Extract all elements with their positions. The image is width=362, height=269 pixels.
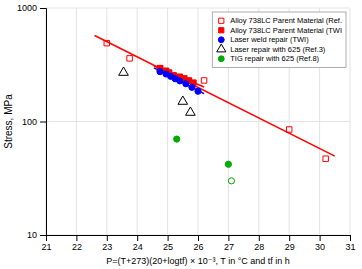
point — [323, 156, 328, 161]
y-axis-title: Stress, MPa — [3, 94, 14, 149]
legend-label: TIG repair with 625 (Ref.8) — [230, 54, 319, 63]
x-tick-label: 21 — [41, 242, 51, 252]
point — [195, 88, 201, 94]
point — [286, 127, 291, 132]
x-tick-label: 28 — [254, 242, 264, 252]
x-tick-label: 31 — [345, 242, 355, 252]
point — [225, 161, 231, 167]
x-tick-mark — [259, 235, 260, 241]
x-tick-label: 23 — [102, 242, 112, 252]
x-tick-label: 27 — [224, 242, 234, 252]
x-tick-label: 26 — [193, 242, 203, 252]
x-tick-mark — [289, 235, 290, 241]
y-axis: 10 100 1000 — [17, 3, 47, 240]
x-axis-line — [47, 236, 351, 242]
x-axis-title: P=(T+273)(20+logtf) × 10⁻³, T in °C and … — [106, 256, 290, 266]
x-tick: 27 — [224, 235, 234, 252]
trend-line — [154, 66, 204, 87]
legend-label: Alloy 738LC Parent Material (TWI — [230, 26, 342, 35]
x-tick-mark — [320, 235, 321, 241]
point — [174, 136, 180, 142]
x-tick: 21 — [41, 235, 51, 252]
x-tick-mark — [137, 235, 138, 241]
x-tick: 23 — [102, 235, 112, 252]
x-tick-mark — [168, 235, 169, 241]
legend-symbol — [219, 28, 224, 33]
point — [177, 78, 183, 84]
point — [178, 96, 188, 104]
y-tick-label: 1000 — [17, 3, 37, 13]
y-tick: 10 — [27, 230, 46, 240]
point — [189, 84, 195, 90]
legend-symbol — [218, 37, 224, 43]
x-tick: 24 — [133, 235, 143, 252]
legend-symbol — [219, 18, 224, 23]
point — [228, 178, 234, 184]
legend: Alloy 738LC Parent Material (Ref.Alloy 7… — [212, 12, 346, 68]
point — [127, 56, 132, 61]
y-axis-line — [40, 9, 47, 236]
grid-line-y — [46, 121, 350, 122]
x-axis: 21 22 23 24 25 26 27 28 29 30 31 — [41, 235, 355, 252]
x-tick: 28 — [254, 235, 264, 252]
legend-symbol — [218, 56, 224, 62]
chart: 21 22 23 24 25 26 27 28 29 30 31 10 100 1000 P=(T+273)… — [0, 0, 362, 269]
trend-line — [154, 68, 204, 94]
y-tick-label: 100 — [22, 117, 37, 127]
x-tick-mark — [228, 235, 229, 241]
y-tick-mark — [40, 8, 46, 9]
legend-label: Laser weld repair (TWI) — [230, 35, 309, 44]
legend-label: Laser repair with 625 (Ref.3) — [230, 45, 326, 54]
grid — [46, 8, 350, 235]
x-tick: 31 — [345, 235, 355, 252]
plot: 21 22 23 24 25 26 27 28 29 30 31 10 100 1000 P=(T+273)… — [3, 3, 356, 266]
x-tick-mark — [76, 235, 77, 241]
y-tick: 1000 — [17, 3, 46, 13]
x-tick-label: 22 — [72, 242, 82, 252]
point — [119, 67, 129, 75]
x-tick-mark — [107, 235, 108, 241]
point — [104, 40, 109, 45]
x-tick: 22 — [72, 235, 82, 252]
legend-symbol — [217, 44, 226, 52]
x-tick: 25 — [163, 235, 173, 252]
y-tick-mark — [40, 235, 46, 236]
x-tick: 26 — [193, 235, 203, 252]
x-tick-mark — [350, 235, 351, 241]
x-tick: 29 — [285, 235, 295, 252]
x-tick-label: 29 — [285, 242, 295, 252]
point — [201, 78, 206, 83]
y-tick-mark — [40, 122, 46, 123]
x-tick-label: 25 — [163, 242, 173, 252]
point — [183, 81, 189, 87]
y-tick-label: 10 — [27, 230, 37, 240]
x-tick-label: 30 — [315, 242, 325, 252]
grid-line-y — [46, 8, 350, 9]
x-tick-mark — [198, 235, 199, 241]
legend-box — [212, 12, 346, 68]
x-tick-label: 24 — [133, 242, 143, 252]
y-tick: 100 — [22, 117, 46, 127]
x-tick: 30 — [315, 235, 325, 252]
point — [157, 69, 163, 75]
legend-label: Alloy 738LC Parent Material (Ref. — [230, 16, 342, 25]
point — [186, 107, 196, 115]
